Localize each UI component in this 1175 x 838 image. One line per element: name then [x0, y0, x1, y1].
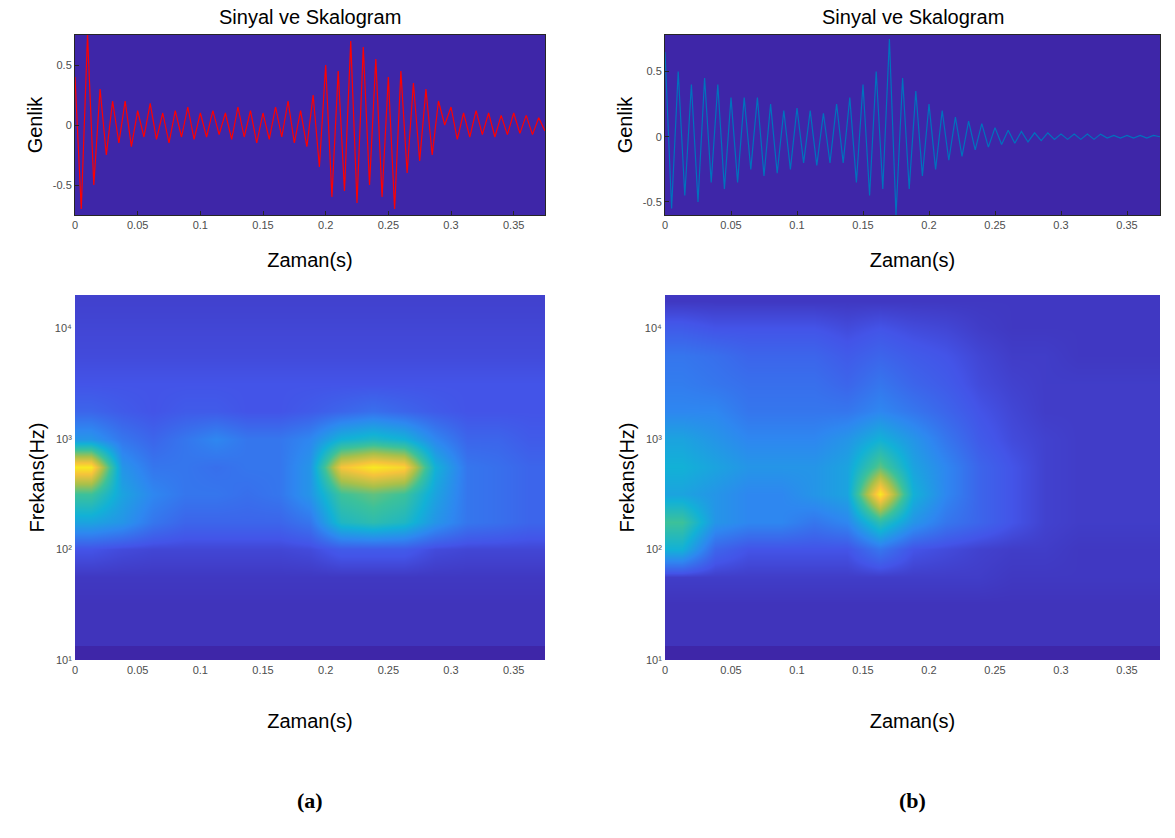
svg-text:0.3: 0.3	[1053, 219, 1068, 231]
svg-text:10⁴: 10⁴	[55, 322, 72, 334]
svg-text:0: 0	[656, 131, 662, 143]
svg-text:0.15: 0.15	[852, 664, 873, 676]
svg-text:Zaman(s): Zaman(s)	[870, 249, 956, 271]
svg-text:0.35: 0.35	[503, 219, 524, 231]
svg-text:0.1: 0.1	[789, 664, 804, 676]
svg-text:0: 0	[72, 664, 78, 676]
svg-text:-0.5: -0.5	[53, 179, 72, 191]
svg-text:0.5: 0.5	[647, 65, 662, 77]
svg-text:0.25: 0.25	[378, 664, 399, 676]
svg-text:Genlik: Genlik	[24, 96, 46, 154]
svg-text:0.25: 0.25	[984, 219, 1005, 231]
svg-text:Zaman(s): Zaman(s)	[870, 710, 956, 732]
svg-text:0.05: 0.05	[720, 664, 741, 676]
svg-text:0.3: 0.3	[1053, 664, 1068, 676]
svg-text:0.05: 0.05	[720, 219, 741, 231]
svg-text:0.3: 0.3	[443, 219, 458, 231]
svg-text:10³: 10³	[56, 433, 72, 445]
svg-text:(b): (b)	[899, 788, 926, 813]
svg-text:10¹: 10¹	[56, 654, 72, 666]
svg-text:0.2: 0.2	[921, 664, 936, 676]
svg-text:0: 0	[72, 219, 78, 231]
svg-text:0.1: 0.1	[193, 664, 208, 676]
svg-text:10⁴: 10⁴	[645, 322, 662, 334]
svg-text:0.15: 0.15	[252, 664, 273, 676]
svg-text:0.2: 0.2	[318, 664, 333, 676]
svg-text:0: 0	[662, 664, 668, 676]
svg-text:Zaman(s): Zaman(s)	[267, 249, 353, 271]
svg-text:Genlik: Genlik	[614, 96, 636, 154]
svg-text:0.25: 0.25	[984, 664, 1005, 676]
svg-text:10³: 10³	[646, 433, 662, 445]
svg-text:0.2: 0.2	[921, 219, 936, 231]
svg-text:Frekans(Hz): Frekans(Hz)	[616, 422, 638, 532]
svg-text:0.35: 0.35	[1116, 664, 1137, 676]
svg-text:10¹: 10¹	[646, 654, 662, 666]
svg-text:0.1: 0.1	[789, 219, 804, 231]
svg-text:0.15: 0.15	[852, 219, 873, 231]
svg-text:Sinyal ve Skalogram: Sinyal ve Skalogram	[822, 6, 1004, 28]
svg-text:0.5: 0.5	[57, 59, 72, 71]
svg-text:0: 0	[66, 119, 72, 131]
svg-text:0.05: 0.05	[127, 664, 148, 676]
svg-text:0.15: 0.15	[252, 219, 273, 231]
svg-text:Sinyal ve Skalogram: Sinyal ve Skalogram	[219, 6, 401, 28]
svg-text:0.3: 0.3	[443, 664, 458, 676]
svg-text:10²: 10²	[646, 543, 662, 555]
svg-text:Zaman(s): Zaman(s)	[267, 710, 353, 732]
svg-text:0.2: 0.2	[318, 219, 333, 231]
svg-text:0.35: 0.35	[503, 664, 524, 676]
svg-text:0: 0	[662, 219, 668, 231]
svg-text:0.1: 0.1	[193, 219, 208, 231]
svg-text:0.05: 0.05	[127, 219, 148, 231]
svg-text:(a): (a)	[297, 788, 323, 813]
svg-text:Frekans(Hz): Frekans(Hz)	[26, 422, 48, 532]
svg-text:-0.5: -0.5	[643, 196, 662, 208]
svg-text:0.35: 0.35	[1116, 219, 1137, 231]
svg-text:10²: 10²	[56, 543, 72, 555]
svg-text:0.25: 0.25	[378, 219, 399, 231]
